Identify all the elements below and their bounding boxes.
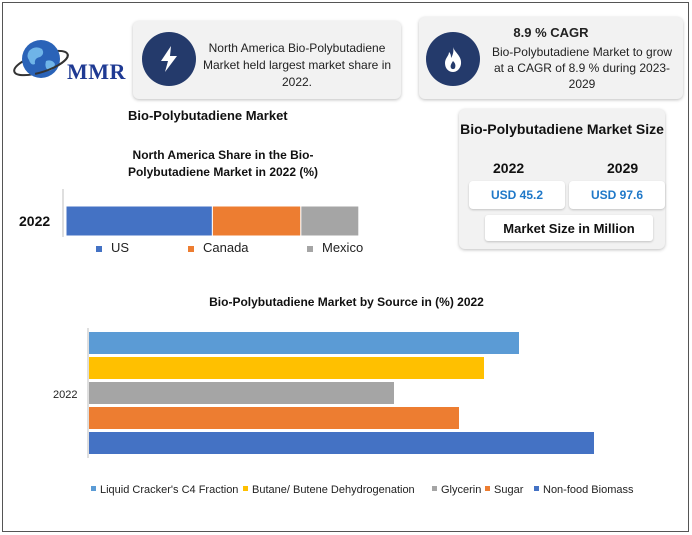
- lightning-icon: [161, 46, 177, 72]
- source-chart-category-label: 2022: [53, 389, 77, 401]
- source-legend-label: Non-food Biomass: [543, 484, 634, 496]
- flame-icon-badge: [426, 32, 480, 86]
- source-bar-1: [89, 357, 484, 379]
- brand-logo: [11, 33, 131, 88]
- source-legend-label: Butane/ Butene Dehydrogenation: [252, 484, 415, 496]
- cagr-text: Bio-Polybutadiene Market to grow at a CA…: [491, 45, 673, 91]
- main-title: Bio-Polybutadiene Market: [128, 108, 288, 123]
- market-size-value-start: USD 45.2: [469, 181, 565, 209]
- share-bar-us: [65, 205, 213, 237]
- share-legend-swatch: [188, 246, 194, 252]
- share-highlight-text: North America Bio-Polybutadiene Market h…: [202, 41, 392, 89]
- share-chart-title: North America Share in the Bio-Polybutad…: [127, 148, 319, 179]
- share-legend-label: Canada: [203, 240, 249, 255]
- share-legend-swatch: [96, 246, 102, 252]
- share-bar-canada: [211, 205, 302, 237]
- flame-icon: [445, 47, 462, 72]
- share-bar-mexico: [300, 205, 360, 237]
- globe-icon: [13, 40, 69, 78]
- share-highlight-card: North America Bio-Polybutadiene Market h…: [133, 21, 401, 99]
- source-bar-2: [89, 382, 394, 404]
- share-chart: 2022 US Canada Mexico: [19, 189, 363, 255]
- share-legend-label: Mexico: [322, 240, 363, 255]
- share-chart-category-label: 2022: [19, 213, 50, 229]
- market-size-year-end: 2029: [607, 160, 639, 176]
- cagr-title: 8.9 % CAGR: [513, 25, 589, 40]
- cagr-card: 8.9 % CAGR Bio-Polybutadiene Market to g…: [419, 17, 683, 99]
- share-legend-label: US: [111, 240, 129, 255]
- source-bar-4: [89, 432, 594, 454]
- source-legend-label: Liquid Cracker's C4 Fraction: [100, 484, 238, 496]
- market-size-value-end: USD 97.6: [569, 181, 665, 209]
- source-legend-label: Glycerin: [441, 484, 481, 496]
- source-legend-swatch: [91, 486, 96, 491]
- source-legend-swatch: [432, 486, 437, 491]
- source-chart: 2022 Liquid Cracker's C4 Fraction Butane/ …: [53, 328, 634, 496]
- market-size-card: Bio-Polybutadiene Market Size 2022 2029 …: [459, 109, 665, 249]
- source-bar-0: [89, 332, 519, 354]
- share-legend-swatch: [307, 246, 313, 252]
- market-size-year-start: 2022: [493, 160, 525, 176]
- source-legend-swatch: [243, 486, 248, 491]
- source-legend-swatch: [534, 486, 539, 491]
- source-legend-swatch: [485, 486, 490, 491]
- source-legend-label: Sugar: [494, 484, 524, 496]
- market-size-unit-label: Market Size in Million: [485, 215, 653, 241]
- source-chart-title: Bio-Polybutadiene Market by Source in (%…: [209, 295, 484, 309]
- logo-text: MMR: [67, 59, 126, 84]
- source-bar-3: [89, 407, 459, 429]
- lightning-icon-badge: [142, 32, 196, 86]
- market-size-title: Bio-Polybutadiene Market Size: [460, 121, 664, 137]
